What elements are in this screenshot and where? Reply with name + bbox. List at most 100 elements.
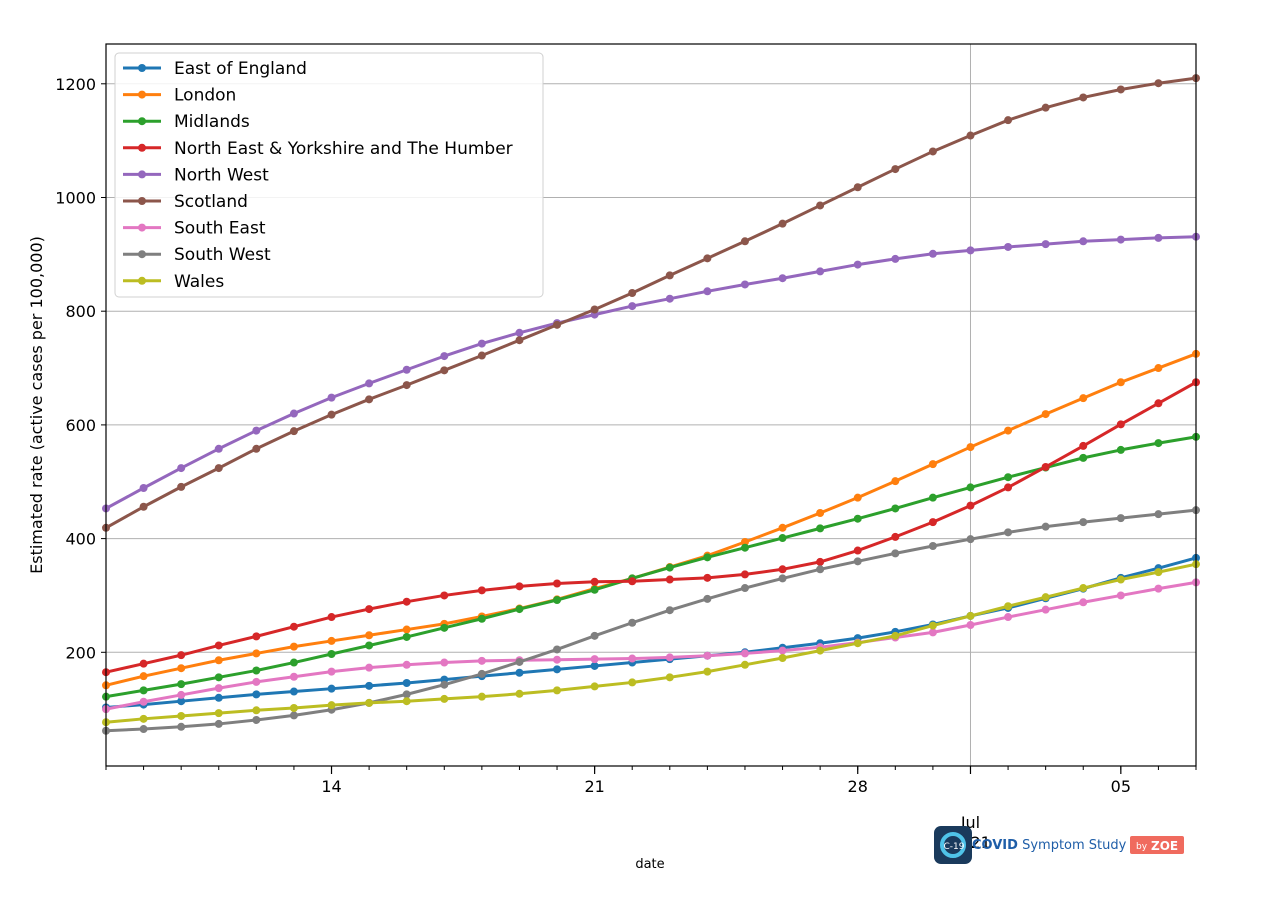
data-point xyxy=(628,577,637,586)
series-line xyxy=(105,76,1197,530)
data-point xyxy=(1116,378,1125,387)
data-point xyxy=(1154,233,1163,242)
data-point xyxy=(891,549,900,558)
legend-swatch-marker xyxy=(138,170,146,179)
data-point xyxy=(853,493,862,502)
data-point xyxy=(553,579,562,588)
data-point xyxy=(1116,514,1125,523)
legend-item: Wales xyxy=(123,272,224,292)
data-point xyxy=(853,260,862,269)
data-point xyxy=(703,573,712,582)
data-point xyxy=(177,680,186,689)
series-line xyxy=(105,380,1197,674)
data-point xyxy=(289,687,298,696)
data-point xyxy=(252,632,261,641)
data-point xyxy=(177,711,186,720)
data-point xyxy=(139,484,148,493)
data-point xyxy=(553,595,562,604)
series-4 xyxy=(102,232,1200,513)
data-point xyxy=(327,410,336,419)
data-point xyxy=(327,636,336,645)
c19-logo-icon xyxy=(934,826,972,864)
data-point xyxy=(778,574,787,583)
data-point xyxy=(515,336,524,345)
data-point xyxy=(816,509,825,518)
data-point xyxy=(402,365,411,374)
legend-label: North West xyxy=(174,165,269,185)
data-point xyxy=(703,553,712,562)
data-point xyxy=(365,641,374,650)
data-point xyxy=(1004,473,1013,482)
x-tick-label: 05 xyxy=(1111,777,1131,796)
legend-label: Midlands xyxy=(174,112,250,132)
covid-symptom-study-branding: C-19 COVID Symptom Study by ZOE xyxy=(934,826,1184,864)
data-point xyxy=(740,660,749,669)
brand-title: COVID Symptom Study xyxy=(972,838,1127,853)
x-tick-label: 21 xyxy=(584,777,604,796)
series-line xyxy=(105,580,1197,711)
data-point xyxy=(628,654,637,663)
data-point xyxy=(289,704,298,713)
legend-label: South East xyxy=(174,219,266,239)
data-point xyxy=(515,328,524,337)
data-point xyxy=(252,715,261,724)
data-point xyxy=(928,518,937,527)
data-point xyxy=(740,584,749,593)
data-point xyxy=(1041,593,1050,602)
legend-swatch-marker xyxy=(138,90,146,99)
data-point xyxy=(966,246,975,255)
data-point xyxy=(365,605,374,614)
series-line xyxy=(105,435,1197,699)
data-point xyxy=(628,302,637,311)
data-point xyxy=(252,690,261,699)
data-point xyxy=(440,694,449,703)
legend-item: South East xyxy=(123,219,266,239)
data-point xyxy=(139,672,148,681)
data-point xyxy=(1041,462,1050,471)
legend-label: London xyxy=(174,86,236,106)
data-point xyxy=(1041,605,1050,614)
data-point xyxy=(590,577,599,586)
y-axis-label: Estimated rate (active cases per 100,000… xyxy=(27,236,46,574)
legend-label: East of England xyxy=(174,59,307,79)
data-point xyxy=(365,631,374,640)
data-point xyxy=(665,563,674,572)
data-point xyxy=(477,669,486,678)
brand-title-rest: Symptom Study xyxy=(1018,838,1127,853)
data-point xyxy=(177,482,186,491)
data-point xyxy=(402,660,411,669)
zoe-label: ZOE xyxy=(1151,839,1178,853)
y-tick-label: 800 xyxy=(65,302,96,321)
data-point xyxy=(553,645,562,654)
data-point xyxy=(1116,420,1125,429)
data-point xyxy=(402,678,411,687)
data-point xyxy=(1041,240,1050,249)
data-point xyxy=(289,711,298,720)
legend: East of England London Midlands North East … xyxy=(114,52,544,298)
data-point xyxy=(289,427,298,436)
series-line xyxy=(105,562,1197,724)
data-point xyxy=(139,686,148,695)
legend-label: Scotland xyxy=(174,192,248,212)
data-point xyxy=(1079,518,1088,527)
series-line xyxy=(105,235,1197,510)
data-point xyxy=(816,267,825,276)
data-point xyxy=(289,622,298,631)
data-point xyxy=(289,672,298,681)
data-point xyxy=(177,722,186,731)
data-point xyxy=(1079,453,1088,462)
data-point xyxy=(1004,483,1013,492)
data-point xyxy=(740,280,749,289)
brand-title-bold: OVID xyxy=(982,838,1019,853)
data-point xyxy=(628,289,637,298)
data-point xyxy=(553,320,562,329)
data-point xyxy=(515,689,524,698)
data-point xyxy=(139,659,148,668)
data-point xyxy=(1154,79,1163,88)
data-point xyxy=(402,697,411,706)
data-point xyxy=(139,725,148,734)
data-point xyxy=(966,483,975,492)
data-point xyxy=(1116,591,1125,600)
legend-box xyxy=(114,52,544,298)
legend-item: North West xyxy=(123,165,269,185)
